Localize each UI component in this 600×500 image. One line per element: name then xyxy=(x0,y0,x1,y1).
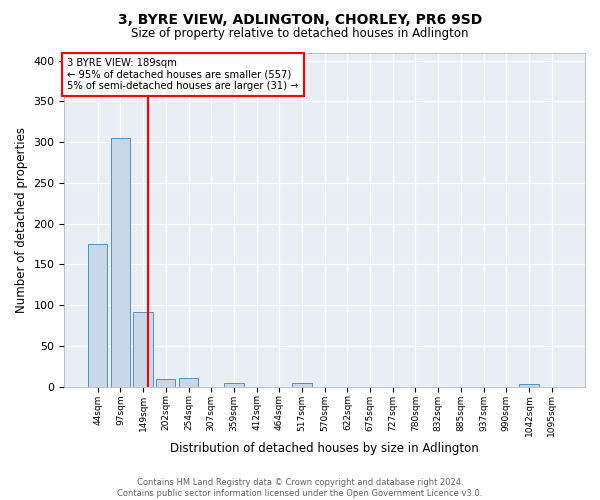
Bar xyxy=(133,312,153,386)
Bar xyxy=(88,244,107,386)
Text: 3, BYRE VIEW, ADLINGTON, CHORLEY, PR6 9SD: 3, BYRE VIEW, ADLINGTON, CHORLEY, PR6 9S… xyxy=(118,12,482,26)
Text: Contains HM Land Registry data © Crown copyright and database right 2024.
Contai: Contains HM Land Registry data © Crown c… xyxy=(118,478,482,498)
X-axis label: Distribution of detached houses by size in Adlington: Distribution of detached houses by size … xyxy=(170,442,479,455)
Bar xyxy=(156,380,175,386)
Y-axis label: Number of detached properties: Number of detached properties xyxy=(15,126,28,312)
Text: Size of property relative to detached houses in Adlington: Size of property relative to detached ho… xyxy=(131,28,469,40)
Text: 3 BYRE VIEW: 189sqm
← 95% of detached houses are smaller (557)
5% of semi-detach: 3 BYRE VIEW: 189sqm ← 95% of detached ho… xyxy=(67,58,299,90)
Bar xyxy=(111,138,130,386)
Bar xyxy=(179,378,198,386)
Bar xyxy=(292,384,311,386)
Bar xyxy=(520,384,539,386)
Bar xyxy=(224,384,244,386)
